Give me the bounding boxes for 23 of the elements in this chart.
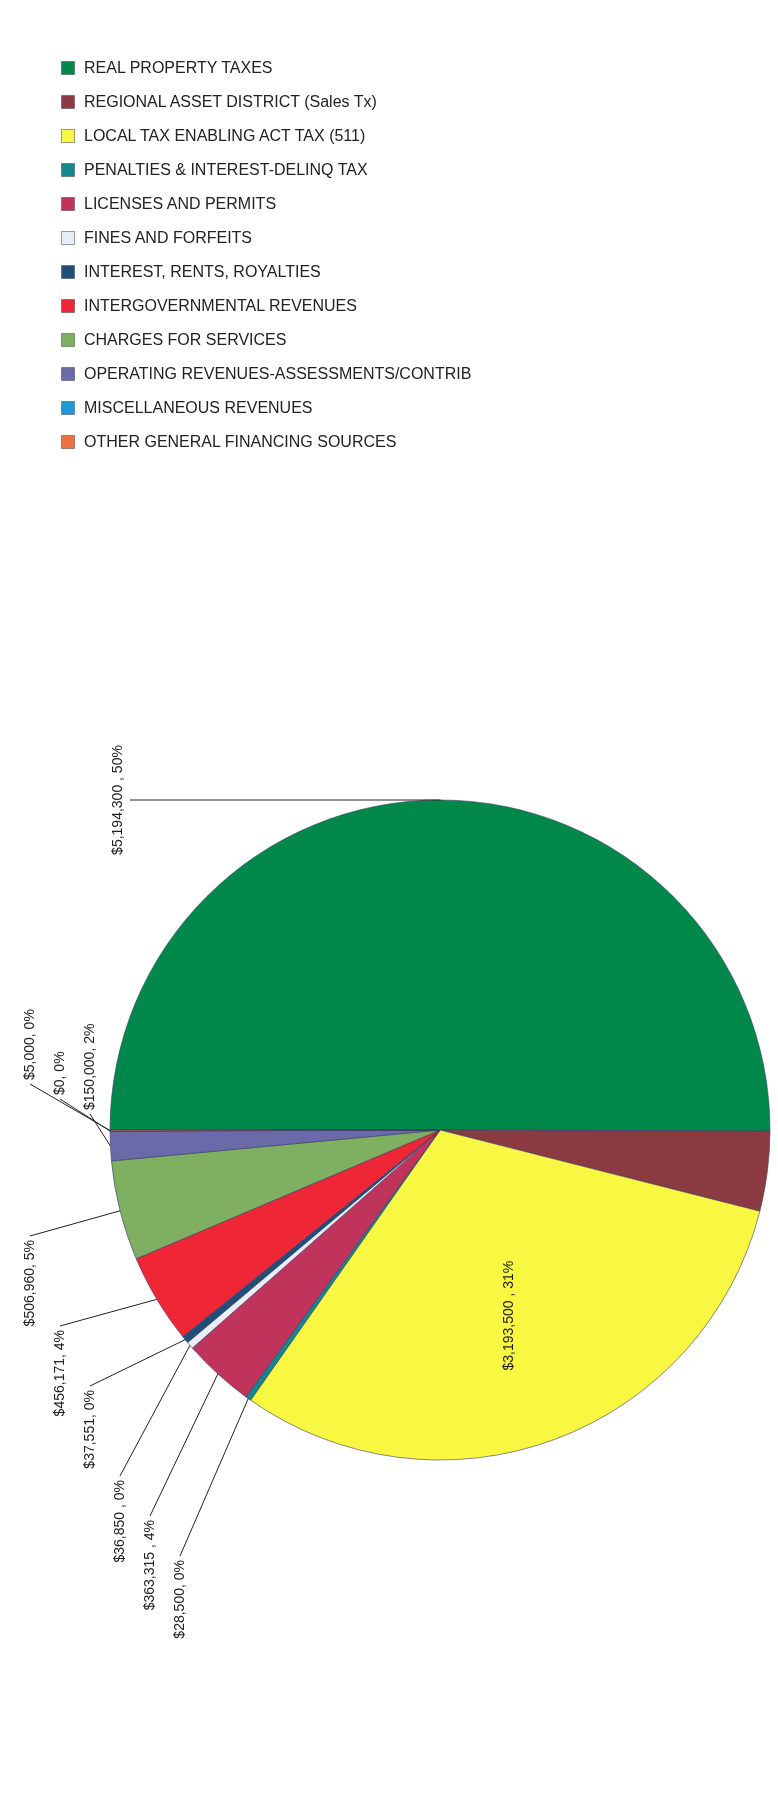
data-label: $5,194,300 , 50% (109, 745, 125, 855)
data-label: $456,171, 4% (51, 1330, 67, 1417)
legend-label: INTEREST, RENTS, ROYALTIES (84, 263, 321, 280)
legend-label: LICENSES AND PERMITS (84, 195, 277, 212)
legend-label: REAL PROPERTY TAXES (84, 59, 273, 76)
data-label: $150,000, 2% (81, 1023, 97, 1110)
data-label: $363,315 , 4% (141, 1520, 157, 1611)
legend-label: MISCELLANEOUS REVENUES (84, 399, 313, 416)
legend-label: OPERATING REVENUES-ASSESSMENTS/CONTRIB (84, 365, 472, 382)
data-label: $28,500, 0% (171, 1560, 187, 1639)
data-label: $37,551, 0% (81, 1390, 97, 1469)
text: $0, 0% (51, 1051, 67, 1095)
legend-label: LOCAL TAX ENABLING ACT TAX (511) (84, 127, 366, 144)
legend-label: OTHER GENERAL FINANCING SOURCES (84, 433, 397, 450)
data-label: $3,193,500 , 31% (499, 1260, 516, 1371)
data-label: $5,000, 0% (21, 1009, 37, 1080)
legend-label: CHARGES FOR SERVICES (84, 331, 287, 348)
data-label: $36,850 , 0% (111, 1480, 127, 1563)
legend-label: REGIONAL ASSET DISTRICT (Sales Tx) (84, 93, 377, 110)
data-label: $506,960, 5% (21, 1240, 37, 1327)
legend-label: INTERGOVERNMENTAL REVENUES (84, 297, 357, 314)
legend-label: PENALTIES & INTEREST-DELINQ TAX (84, 161, 368, 178)
legend-label: FINES AND FORFEITS (84, 229, 253, 246)
